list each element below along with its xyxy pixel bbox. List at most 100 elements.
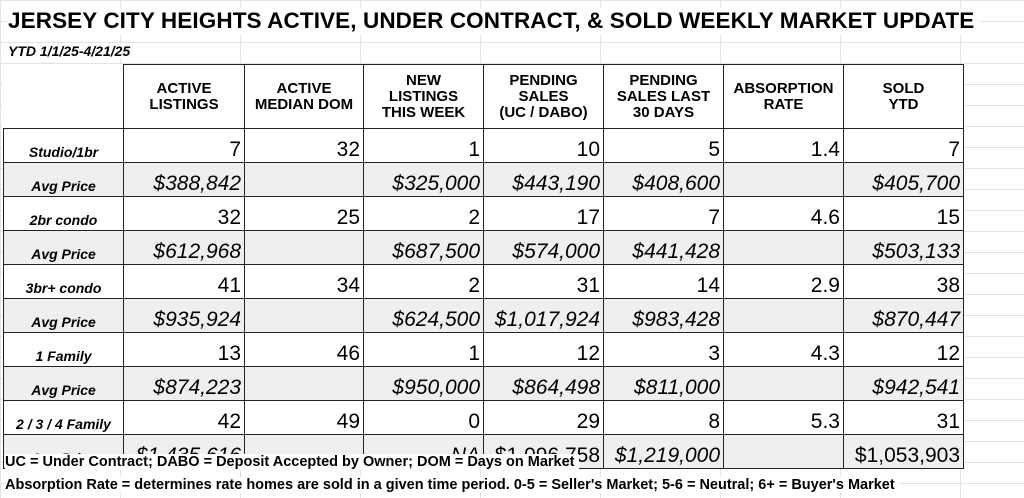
report-subtitle: YTD 1/1/25-4/21/25 [8, 43, 137, 59]
row-label: Avg Price [3, 230, 124, 265]
count-cell: 41 [123, 264, 245, 299]
count-cell: 31 [483, 264, 604, 299]
avg-price-cell: $624,500 [363, 298, 484, 333]
count-cell: 8 [603, 400, 724, 435]
header-active-listings: ACTIVE LISTINGS [123, 64, 245, 129]
avg-price-cell [244, 298, 364, 333]
header-sold-ytd: SOLD YTD [843, 64, 964, 129]
footnote-absorption-rate: Absorption Rate = determines rate homes … [5, 477, 899, 493]
avg-price-cell: $1,017,924 [483, 298, 604, 333]
avg-price-cell: $405,700 [843, 162, 964, 197]
count-cell: 0 [363, 400, 484, 435]
avg-price-cell: $503,133 [843, 230, 964, 265]
count-row: 1 Family 13 46 1 12 3 4.3 12 [3, 332, 964, 367]
count-cell: 34 [244, 264, 364, 299]
count-cell: 17 [483, 196, 604, 231]
header-active-median-dom: ACTIVE MEDIAN DOM [244, 64, 364, 129]
count-row: Studio/1br 7 32 1 10 5 1.4 7 [3, 128, 964, 163]
avg-price-cell [723, 298, 844, 333]
count-cell: 31 [843, 400, 964, 435]
header-row: ACTIVE LISTINGS ACTIVE MEDIAN DOM NEW LISTI… [3, 64, 964, 129]
avg-price-cell: $1,219,000 [603, 434, 724, 469]
avg-price-cell: $864,498 [483, 366, 604, 401]
count-cell: 14 [603, 264, 724, 299]
avg-price-cell: $811,000 [603, 366, 724, 401]
avg-price-cell [723, 230, 844, 265]
count-cell: 1.4 [723, 128, 844, 163]
header-pending-sales: PENDING SALES (UC / DABO) [483, 64, 604, 129]
header-new-listings: NEW LISTINGS THIS WEEK [363, 64, 484, 129]
avg-price-row: Avg Price $935,924 $624,500 $1,017,924 $983,… [3, 298, 964, 333]
avg-price-cell: $983,428 [603, 298, 724, 333]
avg-price-cell: $942,541 [843, 366, 964, 401]
count-cell: 32 [244, 128, 364, 163]
avg-price-cell [723, 162, 844, 197]
count-row: 2br condo 32 25 2 17 7 4.6 15 [3, 196, 964, 231]
avg-price-cell [723, 366, 844, 401]
count-cell: 29 [483, 400, 604, 435]
count-cell: 13 [123, 332, 245, 367]
count-cell: 12 [483, 332, 604, 367]
count-cell: 38 [843, 264, 964, 299]
count-cell: 2.9 [723, 264, 844, 299]
count-cell: 3 [603, 332, 724, 367]
count-row: 2 / 3 / 4 Family 42 49 0 29 8 5.3 31 [3, 400, 964, 435]
count-cell: 12 [843, 332, 964, 367]
avg-price-cell: $687,500 [363, 230, 484, 265]
header-pending-last-30: PENDING SALES LAST 30 DAYS [603, 64, 724, 129]
count-cell: 15 [843, 196, 964, 231]
row-label: Avg Price [3, 162, 124, 197]
avg-price-cell: $1,053,903 [843, 434, 964, 469]
avg-price-cell [244, 162, 364, 197]
avg-price-cell: $935,924 [123, 298, 245, 333]
avg-price-cell: $612,968 [123, 230, 245, 265]
table-body: Studio/1br 7 32 1 10 5 1.4 7 Avg Price $388,842 $3… [3, 128, 964, 469]
count-cell: 7 [123, 128, 245, 163]
avg-price-cell: $325,000 [363, 162, 484, 197]
count-cell: 10 [483, 128, 604, 163]
avg-price-cell: $408,600 [603, 162, 724, 197]
row-label: 3br+ condo [3, 264, 124, 299]
avg-price-cell: $874,223 [123, 366, 245, 401]
avg-price-row: Avg Price $388,842 $325,000 $443,190 $408,60… [3, 162, 964, 197]
count-cell: 7 [843, 128, 964, 163]
row-label: Avg Price [3, 298, 124, 333]
row-label: 2br condo [3, 196, 124, 231]
count-cell: 1 [363, 128, 484, 163]
row-label: 1 Family [3, 332, 124, 367]
count-cell: 7 [603, 196, 724, 231]
report-title: JERSEY CITY HEIGHTS ACTIVE, UNDER CONTRA… [8, 8, 981, 34]
count-cell: 49 [244, 400, 364, 435]
count-cell: 5 [603, 128, 724, 163]
footnote-abbreviations: UC = Under Contract; DABO = Deposit Acce… [5, 454, 579, 470]
count-cell: 2 [363, 264, 484, 299]
avg-price-cell: $441,428 [603, 230, 724, 265]
count-cell: 1 [363, 332, 484, 367]
avg-price-cell [723, 434, 844, 469]
count-cell: 32 [123, 196, 245, 231]
count-cell: 2 [363, 196, 484, 231]
header-corner [3, 64, 124, 129]
market-table-container: ACTIVE LISTINGS ACTIVE MEDIAN DOM NEW LISTI… [3, 64, 964, 469]
avg-price-cell: $574,000 [483, 230, 604, 265]
row-label: 2 / 3 / 4 Family [3, 400, 124, 435]
count-cell: 4.3 [723, 332, 844, 367]
avg-price-cell: $388,842 [123, 162, 245, 197]
count-row: 3br+ condo 41 34 2 31 14 2.9 38 [3, 264, 964, 299]
market-update-table: ACTIVE LISTINGS ACTIVE MEDIAN DOM NEW LISTI… [3, 64, 964, 469]
count-cell: 46 [244, 332, 364, 367]
avg-price-cell: $870,447 [843, 298, 964, 333]
row-label: Avg Price [3, 366, 124, 401]
count-cell: 42 [123, 400, 245, 435]
avg-price-row: Avg Price $874,223 $950,000 $864,498 $811,00… [3, 366, 964, 401]
avg-price-cell: $443,190 [483, 162, 604, 197]
count-cell: 4.6 [723, 196, 844, 231]
avg-price-cell [244, 230, 364, 265]
avg-price-row: Avg Price $612,968 $687,500 $574,000 $441,42… [3, 230, 964, 265]
count-cell: 25 [244, 196, 364, 231]
count-cell: 5.3 [723, 400, 844, 435]
header-absorption-rate: ABSORPTION RATE [723, 64, 844, 129]
avg-price-cell: $950,000 [363, 366, 484, 401]
row-label: Studio/1br [3, 128, 124, 163]
avg-price-cell [244, 366, 364, 401]
